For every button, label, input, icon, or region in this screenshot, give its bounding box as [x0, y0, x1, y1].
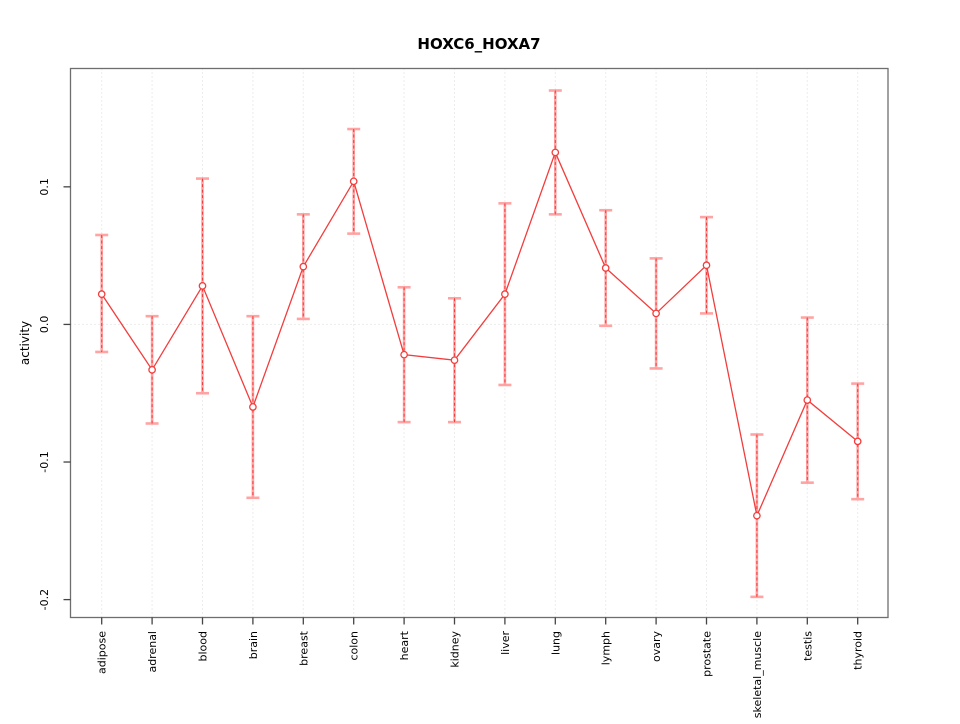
x-tick-label-liver: liver	[499, 631, 512, 655]
chart-title: HOXC6_HOXA7	[417, 35, 540, 53]
data-point-testis	[803, 396, 812, 404]
x-tick-label-heart: heart	[398, 630, 411, 660]
x-tick-label-adipose: adipose	[96, 631, 109, 674]
x-tick-label-ovary: ovary	[650, 631, 663, 663]
x-tick-label-adrenal: adrenal	[146, 631, 159, 673]
plot-border	[69, 67, 889, 619]
x-tick-label-thyroid: thyroid	[852, 631, 865, 670]
x-tick-label-lymph: lymph	[600, 631, 613, 665]
data-point-blood	[198, 282, 207, 290]
x-tick-label-breast: breast	[297, 630, 310, 666]
x-tick-label-brain: brain	[247, 631, 260, 659]
x-tick-label-skeletal_muscle: skeletal_muscle	[751, 631, 764, 718]
data-point-ovary	[652, 309, 660, 318]
data-point-thyroid	[853, 437, 862, 446]
x-tick-label-prostate: prostate	[701, 631, 714, 677]
y-axis: 0.1 0.0 -0.1 -0.2	[38, 178, 71, 610]
data-point-lung	[551, 148, 560, 157]
plot-area: 0.1 0.0 -0.1 -0.2 adipose adrenal blood brain br…	[38, 67, 889, 718]
y-tick-label: -0.1	[38, 451, 51, 472]
data-point-breast	[299, 262, 308, 271]
y-tick-label: 0.1	[38, 178, 51, 196]
data-point-adrenal	[148, 365, 156, 374]
x-tick-label-lung: lung	[549, 631, 562, 655]
data-point-prostate	[702, 261, 711, 270]
data-point-brain	[249, 403, 257, 411]
data-point-liver	[501, 290, 509, 299]
data-point-skeletal_muscle	[753, 511, 761, 520]
data-point-adipose	[97, 290, 106, 299]
data-point-kidney	[450, 356, 459, 365]
data-point-heart	[400, 350, 408, 359]
x-tick-label-testis: testis	[801, 631, 814, 661]
y-axis-label: activity	[18, 321, 32, 365]
series-line	[101, 150, 859, 518]
gridlines	[70, 68, 888, 618]
data-point-lymph	[601, 264, 610, 272]
y-tick-label: -0.2	[38, 589, 51, 610]
data-point-colon	[349, 177, 358, 186]
x-tick-label-kidney: kidney	[449, 631, 462, 668]
x-tick-label-blood: blood	[197, 631, 210, 661]
error-bars	[95, 89, 865, 599]
data-points	[97, 148, 862, 520]
x-axis: adipose adrenal blood brain breast colon heart…	[96, 617, 865, 718]
y-tick-label: 0.0	[38, 316, 51, 334]
x-tick-label-colon: colon	[348, 631, 361, 661]
